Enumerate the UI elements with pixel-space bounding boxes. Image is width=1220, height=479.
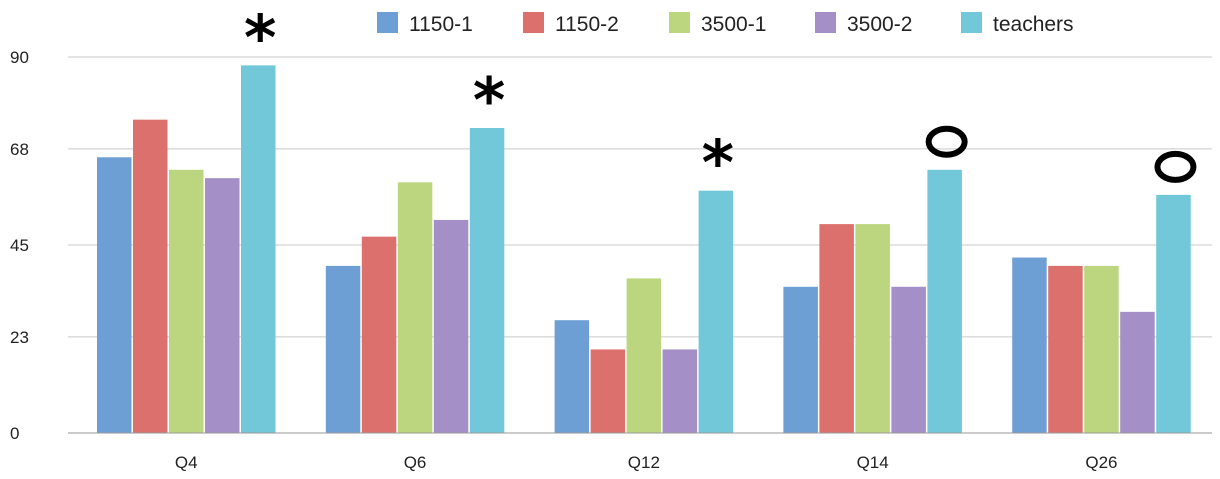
legend-label-3500-2: 3500-2	[847, 13, 912, 36]
bar-1150-2-Q26	[1048, 265, 1083, 433]
y-tick-label: 68	[10, 140, 29, 159]
y-tick-label: 90	[10, 48, 29, 67]
bar-teachers-Q12	[698, 190, 734, 433]
y-tick-label: 0	[10, 424, 19, 443]
bar-3500-2-Q4	[205, 178, 240, 433]
bar-3500-2-Q6	[433, 219, 469, 433]
legend: 1150-1 1150-2 3500-1 3500-2 teachers	[377, 12, 1074, 36]
bar-1150-1-Q12	[554, 320, 590, 433]
bar-3500-1-Q12	[626, 278, 662, 433]
x-tick-label: Q6	[404, 453, 427, 472]
circle-annotation	[1154, 150, 1197, 183]
bar-teachers-Q26	[1156, 194, 1191, 433]
legend-swatch-3500-1	[669, 12, 690, 33]
asterisk-annotation: *	[702, 127, 734, 200]
bar-3500-2-Q26	[1120, 311, 1155, 433]
bar-1150-2-Q4	[133, 119, 168, 434]
bar-teachers-Q4	[241, 65, 276, 433]
bar-1150-1-Q6	[325, 265, 361, 433]
circle-annotation	[925, 125, 968, 158]
legend-label-3500-1: 3500-1	[701, 13, 766, 36]
x-tick-label: Q4	[175, 453, 198, 472]
x-axis-ticks: Q4 Q6 Q12 Q14 Q26	[175, 453, 1118, 472]
legend-swatch-1150-2	[523, 12, 544, 33]
bar-3500-2-Q14	[891, 286, 926, 433]
bar-1150-2-Q14	[819, 224, 854, 433]
x-tick-label: Q26	[1085, 453, 1117, 472]
annotations: * * *	[244, 1, 1197, 200]
bar-1150-2-Q6	[361, 236, 397, 433]
bars	[97, 65, 1191, 434]
legend-label-1150-2: 1150-2	[555, 13, 619, 36]
bar-1150-1-Q14	[783, 286, 818, 433]
bar-teachers-Q6	[469, 128, 505, 433]
bar-3500-1-Q4	[169, 169, 204, 434]
bar-3500-2-Q12	[662, 349, 698, 433]
bar-1150-1-Q26	[1012, 257, 1047, 433]
x-tick-label: Q12	[628, 453, 660, 472]
bar-3500-1-Q26	[1084, 265, 1119, 433]
x-tick-label: Q14	[857, 453, 889, 472]
legend-label-1150-1: 1150-1	[409, 13, 473, 36]
bar-3500-1-Q6	[397, 182, 433, 433]
bar-teachers-Q14	[927, 169, 962, 434]
asterisk-annotation: *	[473, 64, 505, 137]
y-tick-label: 45	[10, 236, 29, 255]
legend-swatch-3500-2	[815, 12, 836, 33]
legend-swatch-1150-1	[377, 12, 398, 33]
legend-label-teachers: teachers	[993, 13, 1074, 36]
bar-3500-1-Q14	[855, 224, 890, 433]
asterisk-annotation: *	[244, 1, 276, 74]
y-axis-ticks: 0 23 45 68 90	[10, 48, 29, 443]
y-tick-label: 23	[10, 328, 29, 347]
bar-1150-1-Q4	[97, 157, 132, 433]
bar-1150-2-Q12	[590, 349, 626, 433]
legend-swatch-teachers	[961, 12, 982, 33]
